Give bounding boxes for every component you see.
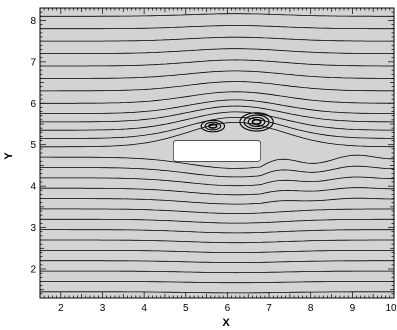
vortex-ring [200, 119, 226, 133]
x-axis-ticks: 2 3 4 5 6 7 8 9 10 [39, 8, 397, 314]
x-tick-label: 3 [100, 303, 106, 314]
streamline [40, 291, 394, 294]
x-tick-label: 7 [266, 303, 272, 314]
vortices [200, 112, 274, 133]
streamline [40, 165, 395, 178]
vortex-ring [208, 123, 218, 129]
streamline [40, 111, 394, 131]
vortex-ring [251, 118, 262, 126]
streamline [40, 197, 394, 205]
streamline [40, 81, 394, 92]
streamline [40, 208, 395, 214]
x-tick-label: 4 [141, 303, 147, 314]
streamline [40, 250, 394, 253]
y-tick-label: 3 [30, 223, 36, 234]
streamline [40, 154, 394, 169]
streamline [40, 260, 394, 263]
y-axis-ticks: 2 3 4 5 6 7 8 [30, 7, 394, 299]
y-tick-label: 8 [30, 16, 36, 27]
streamline [40, 25, 394, 30]
x-tick-label: 9 [350, 303, 356, 314]
y-tick-label: 2 [30, 265, 36, 276]
streamline [40, 91, 394, 104]
streamline [40, 239, 394, 244]
streamline [40, 122, 394, 148]
streamline [40, 48, 395, 54]
streamlines [40, 13, 395, 294]
x-tick-label: 6 [225, 303, 231, 314]
streamline [40, 187, 394, 196]
vortex-ring [247, 116, 266, 128]
streamline [40, 70, 394, 79]
y-axis-title: Y [3, 152, 15, 160]
streamline [40, 281, 394, 284]
streamline [40, 229, 394, 234]
streamline [40, 105, 394, 123]
streamline [40, 218, 394, 224]
vortex-ring [204, 121, 222, 131]
y-tick-label: 6 [30, 99, 36, 110]
vortex-ring [243, 114, 270, 130]
streamline [40, 176, 394, 187]
x-tick-label: 5 [183, 303, 189, 314]
x-axis-title: X [222, 317, 230, 329]
streamline [40, 36, 394, 42]
x-tick-label: 8 [308, 303, 314, 314]
x-tick-label: 10 [385, 303, 397, 314]
streamline [40, 117, 394, 139]
vortex-ring [239, 112, 274, 132]
y-tick-label: 7 [30, 57, 36, 68]
streamline [40, 59, 394, 67]
streamline [40, 99, 394, 114]
streamline [40, 270, 394, 274]
y-tick-label: 5 [30, 140, 36, 151]
streamline [40, 13, 394, 17]
x-tick-label: 2 [58, 303, 64, 314]
y-tick-label: 4 [30, 182, 36, 193]
obstacle-rectangle [172, 140, 262, 162]
